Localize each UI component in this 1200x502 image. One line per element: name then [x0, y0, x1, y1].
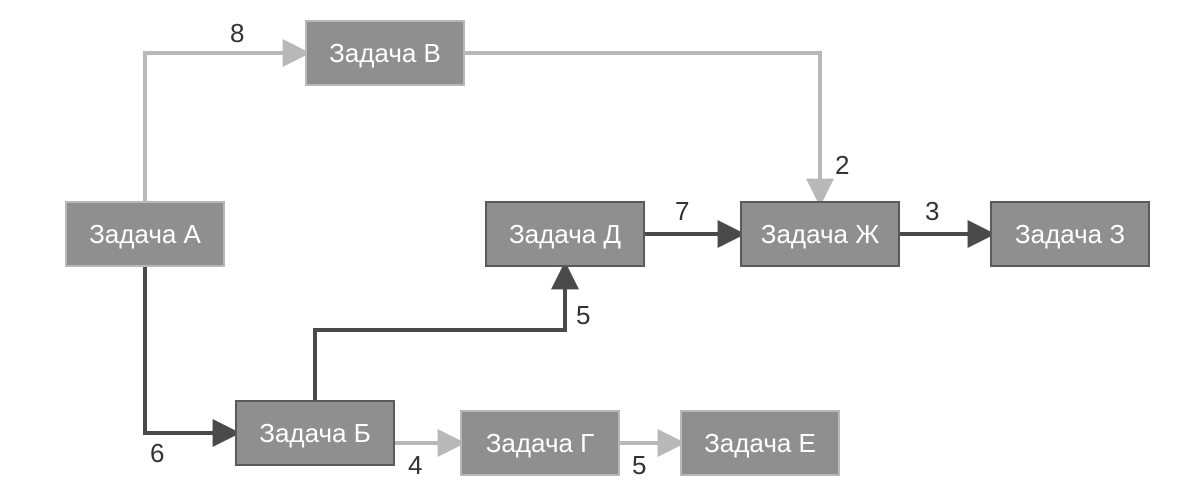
node-label-E: Задача Е	[704, 428, 816, 459]
node-V: Задача В	[305, 20, 465, 86]
node-label-A: Задача А	[89, 219, 201, 250]
node-E: Задача Е	[680, 410, 840, 476]
node-D: Задача Д	[485, 201, 645, 267]
node-Z: Задача З	[990, 201, 1150, 267]
edge-label-A-B: 6	[150, 438, 164, 469]
node-Zh: Задача Ж	[740, 201, 900, 267]
node-label-B: Задача Б	[259, 418, 371, 449]
node-label-D: Задача Д	[509, 219, 621, 250]
node-label-Zh: Задача Ж	[761, 219, 879, 250]
edge-label-G-E: 5	[632, 450, 646, 481]
node-label-V: Задача В	[329, 38, 441, 69]
edge-label-A-V: 8	[230, 18, 244, 49]
node-G: Задача Г	[460, 410, 620, 476]
edge-B-D	[315, 267, 565, 400]
flowchart-canvas: 8 2 6 4 5 5 7 3 Задача А Задача В Задача Д Задача Ж…	[0, 0, 1200, 502]
edge-A-V	[145, 53, 305, 201]
node-label-Z: Задача З	[1015, 219, 1125, 250]
node-B: Задача Б	[235, 400, 395, 466]
node-label-G: Задача Г	[486, 428, 595, 459]
edge-label-Zh-Z: 3	[925, 196, 939, 227]
edge-label-B-G: 4	[408, 450, 422, 481]
edge-label-V-Zh: 2	[835, 150, 849, 181]
edge-V-Zh	[465, 53, 820, 201]
node-A: Задача А	[65, 201, 225, 267]
edge-label-B-D: 5	[576, 300, 590, 331]
edge-label-D-Zh: 7	[675, 196, 689, 227]
edge-A-B	[145, 267, 235, 433]
